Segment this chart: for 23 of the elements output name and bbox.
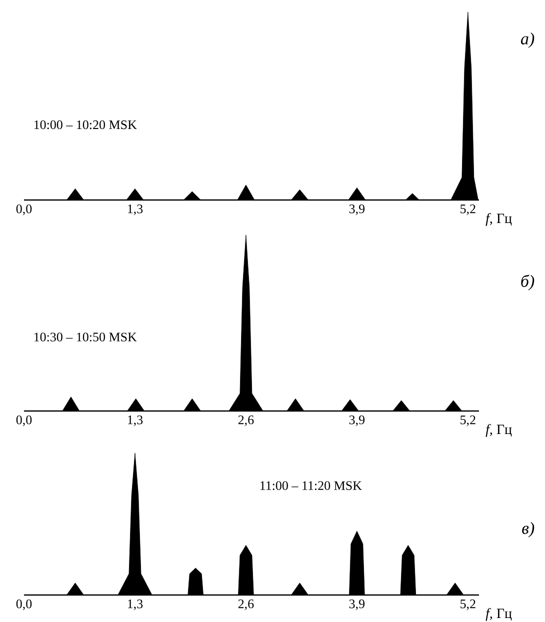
text: б) [521, 274, 534, 290]
x-tick-label: 2,6 [238, 600, 254, 610]
x-tick-label: 1,3 [128, 204, 143, 216]
annotation: 10:30 – 10:50 MSK [34, 332, 137, 342]
x-tick-label: 3,9 [349, 600, 365, 610]
x-axis-title: f, Гц [486, 424, 512, 437]
text: а) [520, 32, 534, 48]
x-tick-label: 3,9 [349, 416, 365, 426]
text: в) [522, 522, 534, 538]
x-tick-label: 3,9 [349, 204, 365, 216]
x-tick-label: 1,3 [128, 416, 143, 426]
x-tick-label: 0,0 [16, 204, 32, 216]
annotation: 10:00 – 10:20 MSK [34, 120, 137, 130]
annotation: 11:00 – 11:20 MSK [260, 481, 362, 490]
x-tick-label: 5,2 [460, 600, 476, 610]
x-tick-label: 5,2 [460, 416, 476, 426]
x-tick-label: 5,2 [460, 204, 476, 216]
x-axis-title: f, Гц [486, 213, 512, 226]
x-tick-label: 1,3 [128, 600, 143, 610]
x-tick-label: 0,0 [16, 600, 32, 610]
x-tick-label: 2,6 [238, 416, 254, 426]
x-axis-title: f, Гц [486, 608, 512, 621]
x-tick-label: 0,0 [16, 416, 32, 426]
